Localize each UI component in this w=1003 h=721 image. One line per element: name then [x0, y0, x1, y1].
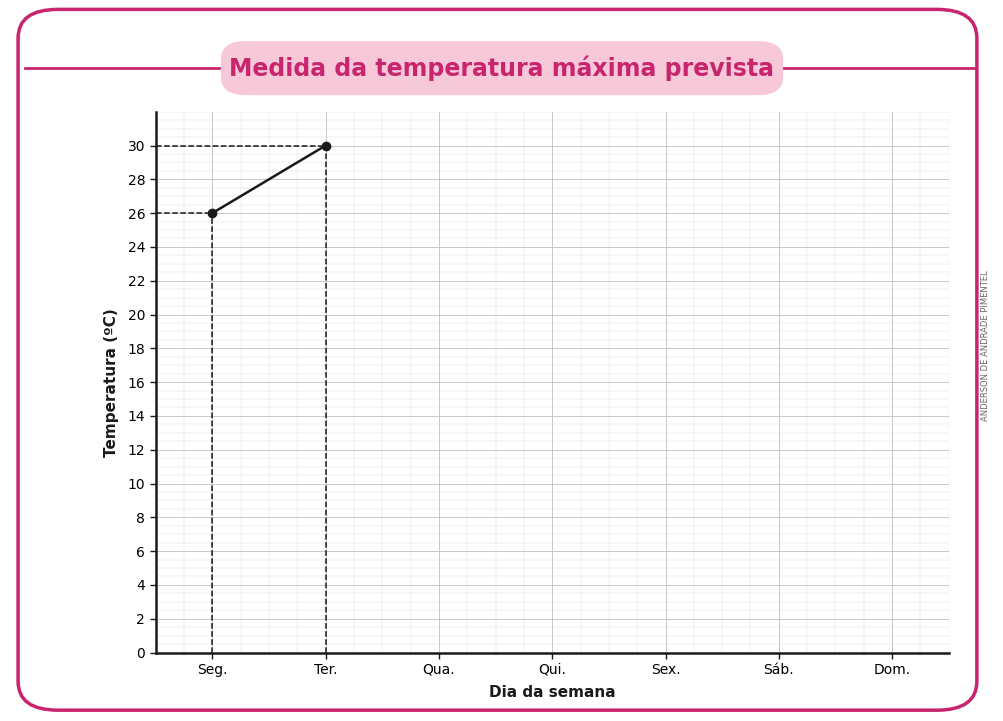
X-axis label: Dia da semana: Dia da semana	[488, 685, 615, 700]
Text: Medida da temperatura máxima prevista: Medida da temperatura máxima prevista	[230, 55, 773, 81]
FancyBboxPatch shape	[18, 9, 976, 710]
Y-axis label: Temperatura (ºC): Temperatura (ºC)	[104, 308, 119, 456]
FancyBboxPatch shape	[221, 41, 782, 95]
Text: ANDERSON DE ANDRADE PIMENTEL: ANDERSON DE ANDRADE PIMENTEL	[981, 271, 989, 421]
